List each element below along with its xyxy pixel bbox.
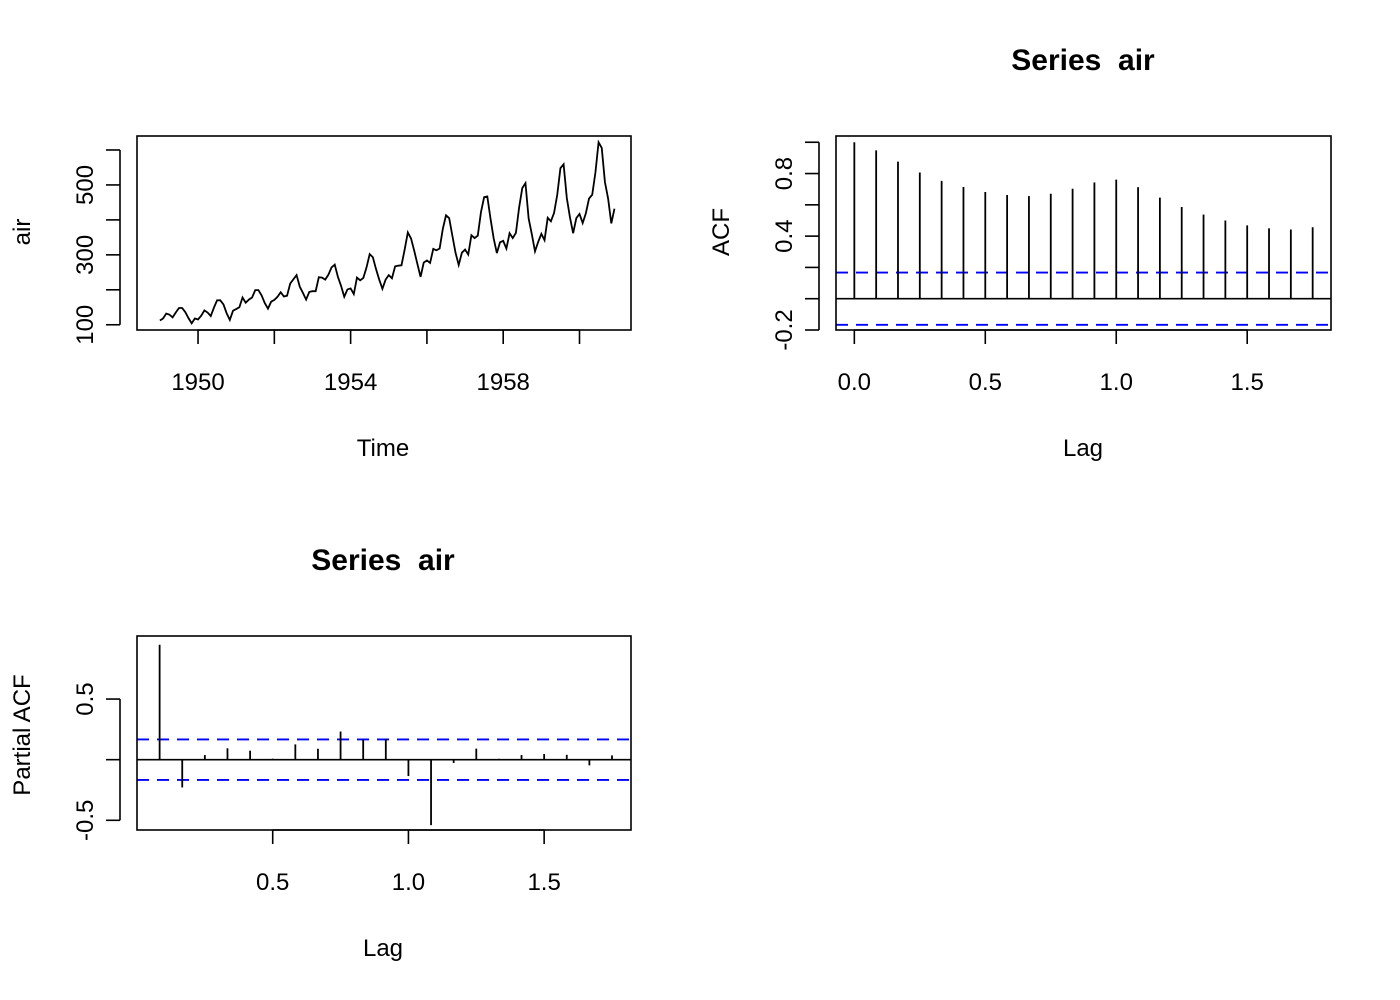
acf-ticks: 0.0 0.5 1.0 1.5 -0.2 0.4 0.8	[771, 135, 1332, 396]
pacf-lines	[137, 644, 631, 826]
ts-panel: 1950 1954 1958 100 300 500 Time air	[9, 135, 632, 462]
pacf-ylabel: Partial ACF	[9, 674, 36, 795]
acf-x-tick-label: 1.5	[1231, 369, 1264, 396]
ts-y-tick-label: 500	[72, 165, 99, 205]
pacf-x-tick-label: 1.0	[392, 869, 425, 896]
pacf-y-tick-label: -0.5	[72, 800, 99, 841]
ts-ylabel: air	[9, 219, 36, 246]
pacf-x-tick-label: 0.5	[256, 869, 289, 896]
ts-lines	[159, 139, 616, 326]
acf-xlabel: Lag	[1063, 435, 1103, 462]
acf-lines	[836, 142, 1331, 326]
acf-plot-frame	[835, 135, 1332, 331]
ts-ticks: 1950 1954 1958 100 300 500	[72, 135, 632, 396]
ts-xlabel: Time	[357, 435, 409, 462]
ts-plot-frame	[136, 135, 632, 331]
pacf-y-tick-label: 0.5	[72, 682, 99, 715]
ts-y-tick-label: 100	[72, 305, 99, 345]
pacf-ticks: 0.5 1.0 1.5 -0.5 0.5	[72, 635, 632, 896]
ts-y-tick-label: 300	[72, 235, 99, 275]
acf-x-tick-label: 0.0	[838, 369, 871, 396]
pacf-panel: Series air 0.5 1.0 1.5 -0.5 0.5 Lag Partial …	[9, 544, 632, 962]
pacf-title: Series air	[311, 544, 455, 577]
pacf-xlabel: Lag	[363, 935, 403, 962]
acf-x-tick-label: 0.5	[969, 369, 1002, 396]
ts-x-tick-label: 1954	[324, 369, 377, 396]
acf-x-tick-label: 1.0	[1100, 369, 1133, 396]
acf-title: Series air	[1011, 44, 1155, 77]
pacf-x-tick-label: 1.5	[527, 869, 560, 896]
air-series-line	[159, 139, 616, 326]
ts-x-tick-label: 1950	[171, 369, 224, 396]
pacf-plot-frame	[136, 635, 632, 831]
acf-y-tick-label: 0.8	[771, 157, 798, 190]
acf-ylabel: ACF	[708, 208, 735, 256]
acf-panel: Series air 0.0 0.5 1.0 1.5 -0.2 0.4 0.8 Lag AC…	[708, 44, 1332, 462]
ts-x-tick-label: 1958	[477, 369, 530, 396]
acf-y-tick-label: 0.4	[771, 219, 798, 252]
acf-y-tick-label: -0.2	[771, 309, 798, 350]
